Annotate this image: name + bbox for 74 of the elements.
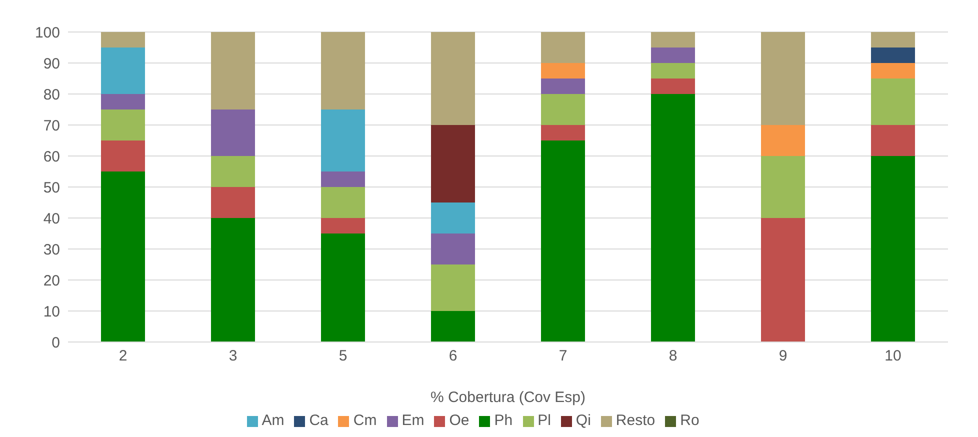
bar bbox=[211, 218, 255, 342]
bar bbox=[651, 78, 695, 94]
legend-label: Oe bbox=[449, 412, 470, 429]
x-tick-label: 10 bbox=[884, 348, 902, 365]
bar bbox=[431, 202, 475, 234]
legend-label: Ph bbox=[494, 412, 513, 429]
y-tick-label: 50 bbox=[43, 179, 60, 196]
y-tick-label: 40 bbox=[43, 210, 60, 228]
legend-label: Qi bbox=[576, 412, 591, 429]
bar bbox=[431, 32, 475, 125]
bar bbox=[101, 32, 145, 48]
bar bbox=[101, 48, 145, 94]
bar bbox=[101, 140, 145, 172]
legend-label: Ro bbox=[680, 412, 700, 429]
bar bbox=[871, 125, 915, 156]
x-axis-title: % Cobertura (Cov Esp) bbox=[430, 389, 586, 406]
bar bbox=[211, 32, 255, 110]
y-tick-label: 20 bbox=[43, 272, 60, 290]
bar bbox=[541, 125, 585, 140]
bar bbox=[541, 140, 585, 342]
bar bbox=[871, 156, 915, 342]
y-tick-label: 90 bbox=[43, 55, 60, 72]
y-tick-label: 0 bbox=[52, 334, 60, 352]
x-tick-label: 7 bbox=[558, 348, 568, 365]
bar bbox=[321, 172, 365, 187]
bar bbox=[651, 63, 695, 78]
legend-label: Cm bbox=[353, 412, 377, 429]
y-tick-label: 80 bbox=[43, 86, 60, 104]
bar bbox=[541, 63, 585, 78]
legend-label: Resto bbox=[616, 412, 656, 429]
x-tick-label: 3 bbox=[228, 348, 238, 365]
bar bbox=[431, 311, 475, 342]
y-tick-label: 100 bbox=[34, 24, 60, 42]
legend-label: Pl bbox=[538, 412, 551, 429]
x-tick-label: 6 bbox=[448, 348, 458, 365]
bar bbox=[101, 94, 145, 110]
legend-label: Ca bbox=[309, 412, 328, 429]
bar bbox=[431, 125, 475, 202]
x-tick-label: 5 bbox=[338, 348, 348, 365]
bar bbox=[541, 78, 585, 94]
y-tick-label: 70 bbox=[43, 117, 60, 134]
bar bbox=[871, 48, 915, 63]
bar bbox=[761, 32, 805, 125]
bar bbox=[321, 234, 365, 342]
bar bbox=[761, 125, 805, 156]
bar bbox=[761, 218, 805, 342]
bar bbox=[871, 78, 915, 125]
bar bbox=[101, 110, 145, 140]
bar bbox=[871, 32, 915, 48]
legend-label: Em bbox=[402, 412, 424, 429]
x-tick-label: 8 bbox=[668, 348, 678, 365]
bar bbox=[211, 156, 255, 187]
y-tick-label: 10 bbox=[43, 303, 60, 320]
x-tick-label: 2 bbox=[118, 348, 128, 365]
y-tick-label: 60 bbox=[43, 148, 60, 166]
x-tick-label: 9 bbox=[778, 348, 788, 365]
bar bbox=[431, 264, 475, 311]
bar bbox=[101, 172, 145, 342]
bar bbox=[651, 94, 695, 342]
bar bbox=[431, 234, 475, 264]
bar bbox=[651, 32, 695, 48]
bar bbox=[541, 32, 585, 63]
bar bbox=[211, 187, 255, 218]
bar bbox=[211, 110, 255, 156]
bar bbox=[321, 187, 365, 218]
bar bbox=[761, 156, 805, 218]
bar bbox=[541, 94, 585, 125]
y-tick-label: 30 bbox=[43, 241, 60, 258]
bar bbox=[321, 32, 365, 110]
bar bbox=[321, 110, 365, 172]
bar bbox=[321, 218, 365, 234]
bar bbox=[871, 63, 915, 78]
bar bbox=[651, 48, 695, 63]
legend-label: Am bbox=[262, 412, 284, 429]
